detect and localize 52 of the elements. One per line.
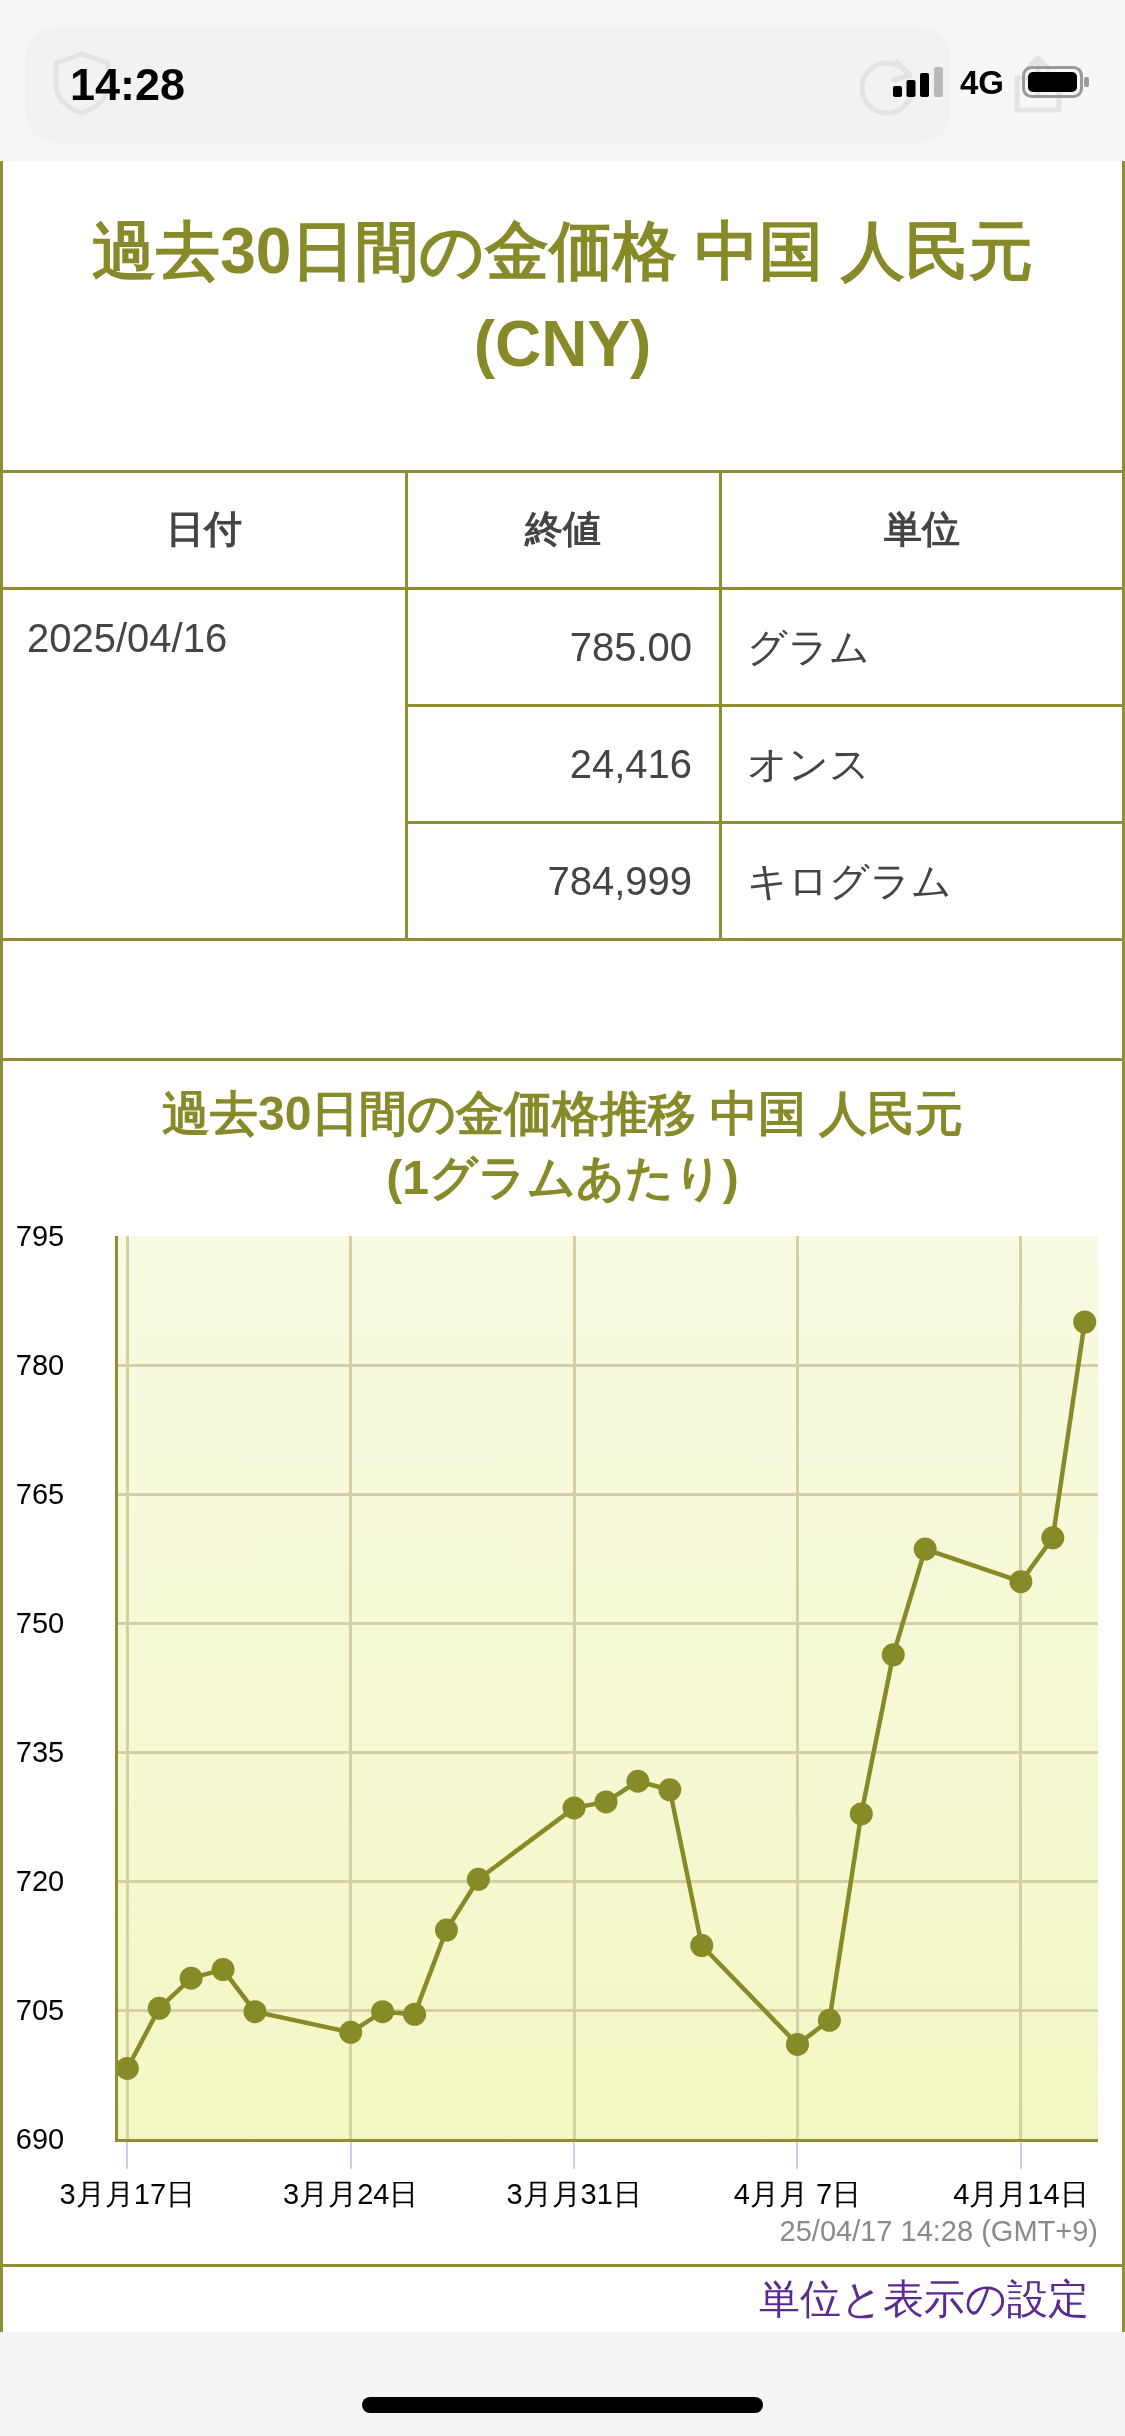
chart-title: 過去30日間の金価格推移 中国 人民元 (1グラムあたり): [161, 1086, 964, 1206]
x-tick-label: 3月月24日: [283, 2177, 419, 2210]
text: 単位: [884, 507, 960, 552]
y-tick-label: 780: [15, 1349, 65, 1382]
text: 2025/04/16: [27, 615, 228, 661]
y-tick-label: 750: [15, 1607, 65, 1640]
y-tick-label: 795: [15, 1220, 65, 1253]
y-tick-label: 705: [15, 1994, 65, 2027]
text: 単位と表示の設定: [759, 2276, 1089, 2324]
text: オンス: [747, 740, 870, 787]
y-tick-label: 720: [15, 1865, 65, 1898]
point: [817, 2008, 841, 2032]
point: [690, 1934, 714, 1957]
point: [658, 1778, 682, 1802]
point: [115, 2056, 139, 2080]
point: [243, 2000, 267, 2024]
y-tick-label: 765: [15, 1478, 65, 1511]
point: [434, 1918, 458, 1942]
point: [211, 1958, 235, 1982]
text: 14:28: [70, 58, 186, 110]
point: [594, 1790, 618, 1814]
text: 過去30日間の金価格 中国 人民元 (CNY): [92, 213, 1033, 382]
point: [339, 2020, 363, 2044]
text: 784,999: [547, 857, 692, 904]
text: グラム: [747, 623, 870, 670]
y-tick-label: 690: [15, 2123, 65, 2156]
text: キログラム: [747, 857, 952, 904]
point: [626, 1769, 650, 1793]
point: [1041, 1526, 1065, 1550]
point: [179, 1966, 203, 1990]
point: [1009, 1570, 1033, 1594]
text: 25/04/17 14:28 (GMT+9): [779, 2215, 1098, 2249]
point: [881, 1643, 905, 1667]
y-tick-label: 735: [15, 1736, 65, 1769]
point: [403, 2002, 427, 2026]
text: 日付: [166, 507, 242, 552]
point: [562, 1796, 586, 1820]
text: 24,416: [569, 740, 692, 787]
text: 終値: [525, 507, 601, 552]
point: [913, 1537, 937, 1561]
x-tick-label: 3月月31日: [506, 2177, 642, 2210]
point: [466, 1867, 490, 1891]
point: [849, 1802, 873, 1826]
point: [371, 2000, 395, 2024]
x-tick-label: 3月月17日: [59, 2177, 196, 2210]
x-tick-label: 4月月 7日: [733, 2177, 862, 2210]
x-tick-label: 4月月14日: [953, 2177, 1089, 2210]
point: [147, 1996, 171, 2020]
point: [1073, 1310, 1097, 1334]
text: 4G: [960, 63, 1005, 101]
text: 785.00: [569, 623, 692, 670]
point: [785, 2032, 809, 2056]
